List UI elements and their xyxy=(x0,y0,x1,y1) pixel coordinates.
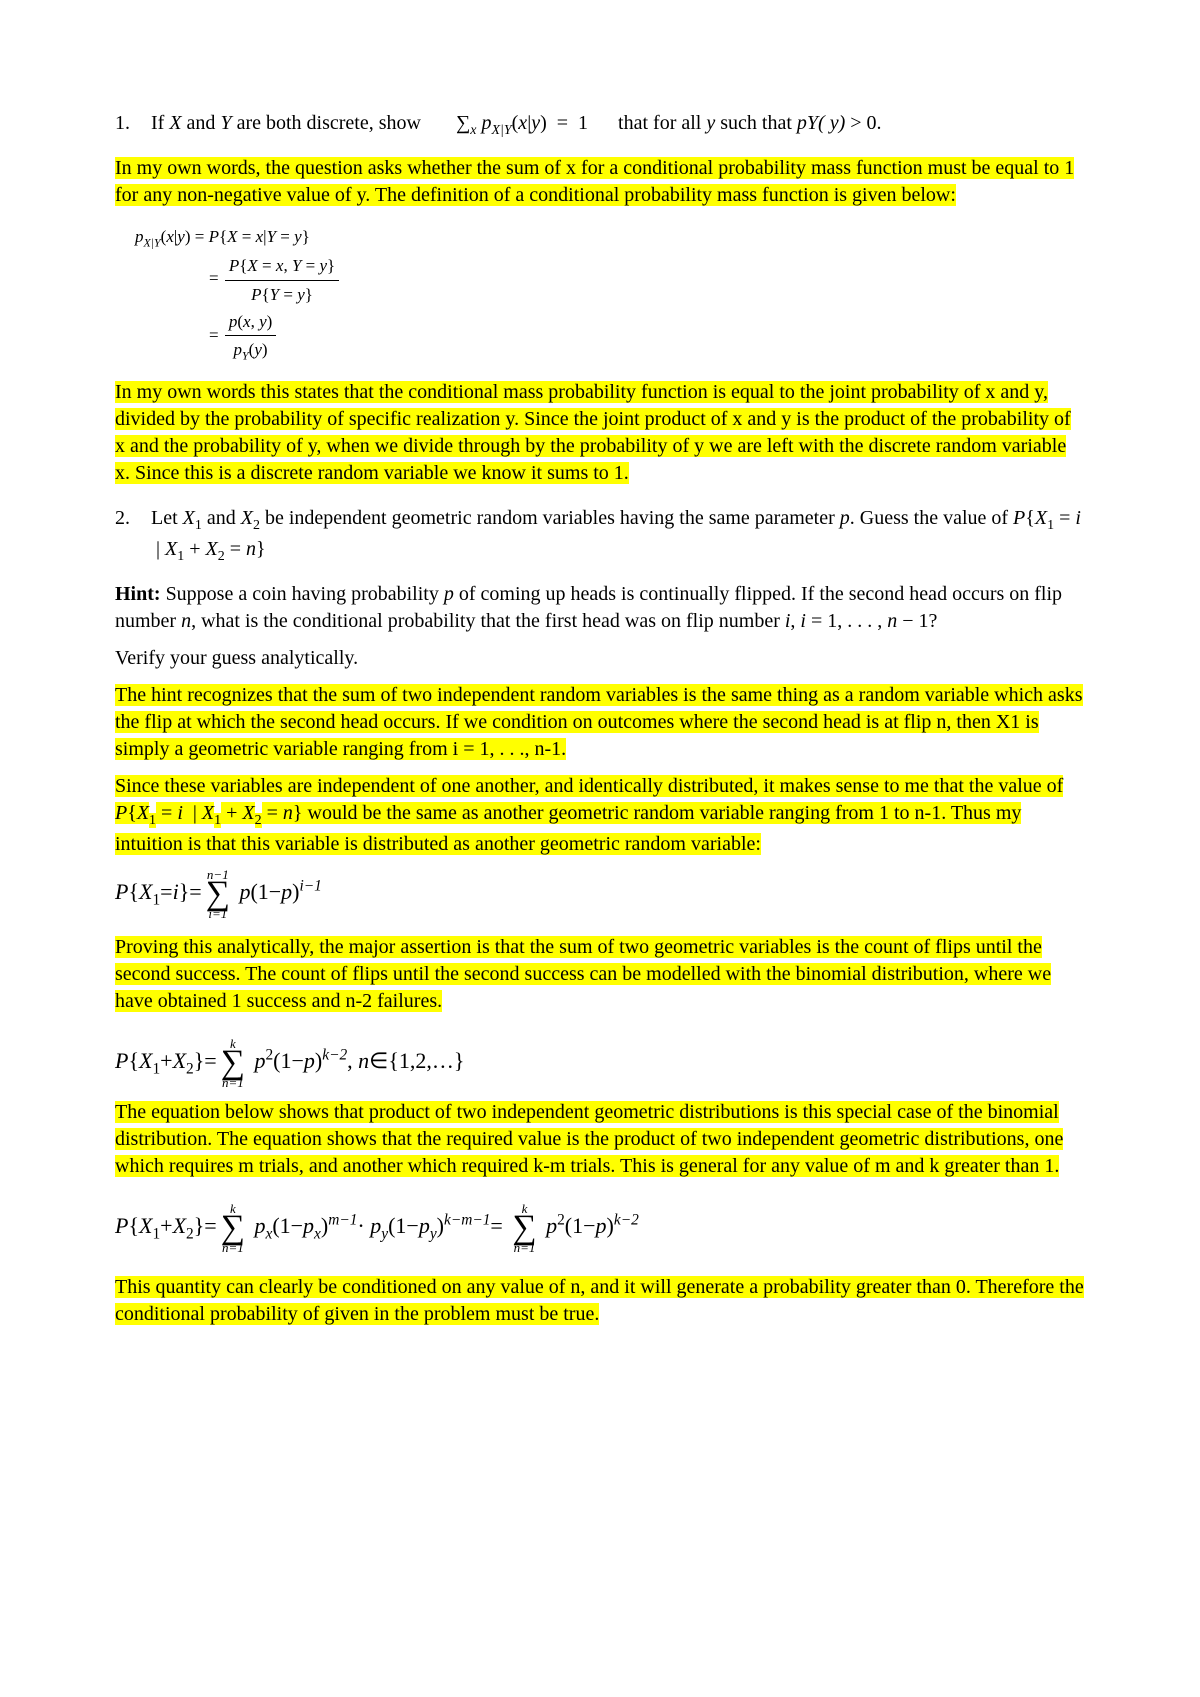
equation-1: P{X1=i}=n−1∑i=1 p(1−p)i−1 xyxy=(115,868,1085,920)
hint-t4: , xyxy=(790,610,800,632)
q2-Pexpr: P xyxy=(1013,507,1025,529)
q1-text-and: and xyxy=(182,112,221,134)
q1-pY: pY( y) xyxy=(797,112,845,134)
answer-2c: Proving this analytically, the major ass… xyxy=(115,934,1085,1015)
q1-number: 1. xyxy=(115,110,151,137)
q2-X2: X xyxy=(241,507,253,529)
hint-t6: − 1? xyxy=(897,610,937,632)
def-line2: = P{X = x, Y = y}P{Y = y} xyxy=(135,252,1085,307)
q1-var-y: y xyxy=(706,112,715,134)
eq2-tail: , n∈{1,2,…} xyxy=(347,1048,464,1073)
q1-formula: ∑x pX|Y(x|y) = 1 xyxy=(456,112,588,134)
def-line1: pX|Y(x|y) = P{X = x|Y = y} xyxy=(135,223,1085,252)
answer-2b-expr: P xyxy=(115,802,127,824)
q2-t1: Let xyxy=(151,507,183,529)
q2-number: 2. xyxy=(115,505,151,532)
q1-text-pre: If xyxy=(151,112,169,134)
answer-1b: In my own words this states that the con… xyxy=(115,379,1085,487)
answer-1a-text: In my own words, the question asks wheth… xyxy=(115,157,1074,206)
q2-t4: . Guess the value of xyxy=(850,507,1013,529)
answer-2d: The equation below shows that product of… xyxy=(115,1099,1085,1180)
question-1: 1. If X and Y are both discrete, show ∑x… xyxy=(115,110,1085,141)
q2-p: p xyxy=(840,507,850,529)
q2-s2: 2 xyxy=(253,518,260,533)
verify-text: Verify your guess analytically. xyxy=(115,645,1085,672)
answer-2b: Since these variables are independent of… xyxy=(115,773,1085,858)
q2-s1: 1 xyxy=(195,518,202,533)
q1-gt: > 0. xyxy=(845,112,881,134)
answer-1a: In my own words, the question asks wheth… xyxy=(115,155,1085,209)
definition-formula: pX|Y(x|y) = P{X = x|Y = y} = P{X = x, Y … xyxy=(135,223,1085,365)
answer-2a-text: The hint recognizes that the sum of two … xyxy=(115,684,1083,760)
answer-2d-text: The equation below shows that product of… xyxy=(115,1101,1063,1177)
hint-t1: Suppose a coin having probability xyxy=(161,583,444,605)
q1-var-X: X xyxy=(169,112,181,134)
question-2: 2. Let X1 and X2 be independent geometri… xyxy=(115,505,1085,567)
q2-X1: X xyxy=(183,507,195,529)
q1-text-post3: such that xyxy=(715,112,797,134)
q1-body: If X and Y are both discrete, show ∑x pX… xyxy=(151,110,1085,141)
hint-n2: n xyxy=(887,610,897,632)
hint-p: p xyxy=(444,583,454,605)
answer-1b-text: In my own words this states that the con… xyxy=(115,381,1071,484)
answer-2e-text: This quantity can clearly be conditioned… xyxy=(115,1276,1084,1325)
document-page: 1. If X and Y are both discrete, show ∑x… xyxy=(0,0,1200,1697)
def-line3: = p(x, y)pY(y) xyxy=(135,308,1085,366)
answer-2e: This quantity can clearly be conditioned… xyxy=(115,1274,1085,1328)
answer-2c-text: Proving this analytically, the major ass… xyxy=(115,936,1051,1012)
hint-t5: = 1, . . . , xyxy=(806,610,887,632)
q1-text-post1: are both discrete, show xyxy=(232,112,421,134)
equation-3: P{X1+X2}=k∑n=1 px(1−px)m−1· py(1−py)k−m−… xyxy=(115,1202,1085,1254)
answer-2b-pre: Since these variables are independent of… xyxy=(115,775,1063,797)
hint-t3: , what is the conditional probability th… xyxy=(191,610,785,632)
hint-n: n xyxy=(181,610,191,632)
q2-t2: and xyxy=(202,507,241,529)
q1-var-Y: Y xyxy=(220,112,231,134)
q2-body: Let X1 and X2 be independent geometric r… xyxy=(151,505,1085,567)
answer-2a: The hint recognizes that the sum of two … xyxy=(115,682,1085,763)
equation-2: P{X1+X2}=k∑n=1 p2(1−p)k−2, n∈{1,2,…} xyxy=(115,1037,1085,1089)
q1-text-post2: that for all xyxy=(618,112,706,134)
hint: Hint: Suppose a coin having probability … xyxy=(115,581,1085,635)
q2-t3: be independent geometric random variable… xyxy=(260,507,840,529)
hint-label: Hint: xyxy=(115,583,161,605)
